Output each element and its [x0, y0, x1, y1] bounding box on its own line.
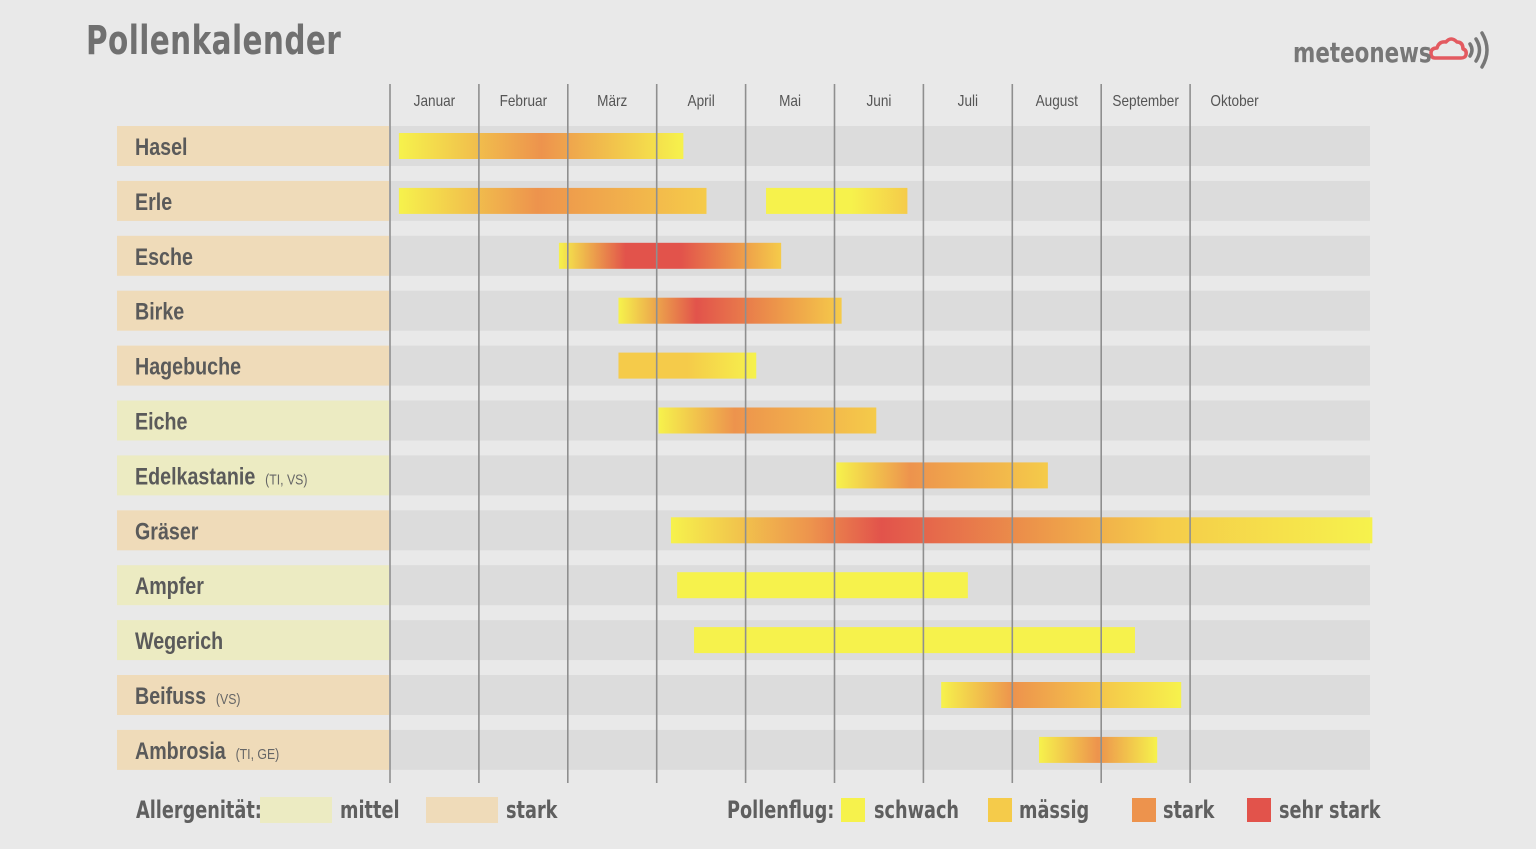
row-bg-4: [390, 345, 1370, 386]
chart-title: Pollenkalender: [86, 18, 342, 64]
bar-beifuss-0: [941, 682, 1182, 708]
brand-logo: meteonews: [1293, 28, 1491, 76]
month-label-9: Oktober: [1210, 93, 1258, 110]
row-bg-3: [390, 290, 1370, 331]
month-label-4: Mai: [779, 93, 801, 110]
row-label-bg-3: [117, 290, 389, 331]
pollen-legend: Pollenflug: schwach mässig stark sehr st…: [727, 792, 1381, 828]
legend-label-mittel: mittel: [340, 796, 400, 824]
bar-erle-0: [398, 187, 707, 214]
row-label-9: Wegerich: [135, 627, 223, 654]
cloud-signal-icon: [1429, 31, 1489, 69]
row-label-bg-1: [117, 180, 389, 221]
row-label-bg-11: [117, 729, 389, 770]
month-label-8: September: [1112, 93, 1178, 110]
row-label-bg-10: [117, 675, 389, 715]
bar-edelkastanie-0: [836, 462, 1048, 489]
month-label-7: August: [1036, 93, 1079, 110]
bar-birke-0: [618, 297, 842, 324]
row-bg-11: [390, 729, 1370, 770]
month-label-0: Januar: [414, 93, 456, 110]
bar-esche-0: [558, 242, 782, 269]
legend-label-stark: stark: [1163, 796, 1215, 824]
row-label-6: Edelkastanie (TI, VS): [135, 463, 307, 490]
row-label-11: Ambrosia (TI, GE): [135, 737, 279, 764]
month-label-6: Juli: [958, 93, 978, 110]
legend-swatch-sehr-stark: [1247, 798, 1271, 822]
allergenicity-legend-title: Allergenität:: [136, 796, 262, 824]
row-label-bg-0: [117, 126, 389, 166]
legend-label-maessig: mässig: [1019, 796, 1090, 824]
row-label-bg-6: [117, 455, 389, 496]
row-label-0: Hasel: [135, 133, 188, 160]
legend-label-sehr-stark: sehr stark: [1279, 796, 1381, 824]
bar-hagebuche-0: [618, 352, 757, 379]
bar-ambrosia-0: [1038, 736, 1158, 763]
bar-hasel-0: [398, 133, 684, 159]
row-label-10: Beifuss (VS): [135, 682, 240, 709]
row-bg-10: [390, 675, 1370, 715]
month-label-5: Juni: [866, 93, 891, 110]
row-label-1: Erle: [135, 188, 172, 215]
row-label-bg-7: [117, 510, 389, 551]
month-label-2: März: [597, 93, 627, 110]
bar-eiche-0: [658, 407, 877, 434]
pollen-legend-title: Pollenflug:: [727, 796, 835, 824]
row-bg-5: [390, 400, 1370, 441]
row-label-bg-8: [117, 565, 389, 606]
row-label-2: Esche: [135, 243, 193, 270]
month-label-1: Februar: [500, 93, 548, 110]
legend-label-stark-allergen: stark: [506, 796, 558, 824]
row-label-3: Birke: [135, 298, 184, 325]
row-label-bg-5: [117, 400, 389, 441]
legend-swatch-stark-allergen: [426, 797, 498, 823]
allergenicity-legend: Allergenität: mittel stark: [136, 792, 566, 828]
legend-swatch-maessig: [988, 798, 1012, 822]
month-label-3: April: [688, 93, 715, 110]
row-label-7: Gräser: [135, 517, 199, 544]
row-label-bg-2: [117, 235, 389, 276]
row-label-8: Ampfer: [135, 572, 204, 599]
bar-ampfer-0: [677, 572, 968, 599]
row-label-4: Hagebuche: [135, 353, 241, 380]
legend-swatch-schwach: [841, 798, 865, 822]
bar-wegerich-0: [694, 627, 1135, 654]
legend-swatch-stark: [1132, 798, 1156, 822]
row-bg-2: [390, 235, 1370, 276]
legend-swatch-mittel: [260, 797, 332, 823]
row-label-bg-9: [117, 620, 389, 661]
row-label-bg-4: [117, 345, 389, 386]
bar-gräser-0: [670, 517, 1373, 544]
row-label-5: Eiche: [135, 408, 187, 435]
bar-erle-1: [766, 187, 908, 214]
brand-name: meteonews: [1293, 35, 1432, 69]
legend-label-schwach: schwach: [874, 796, 960, 824]
